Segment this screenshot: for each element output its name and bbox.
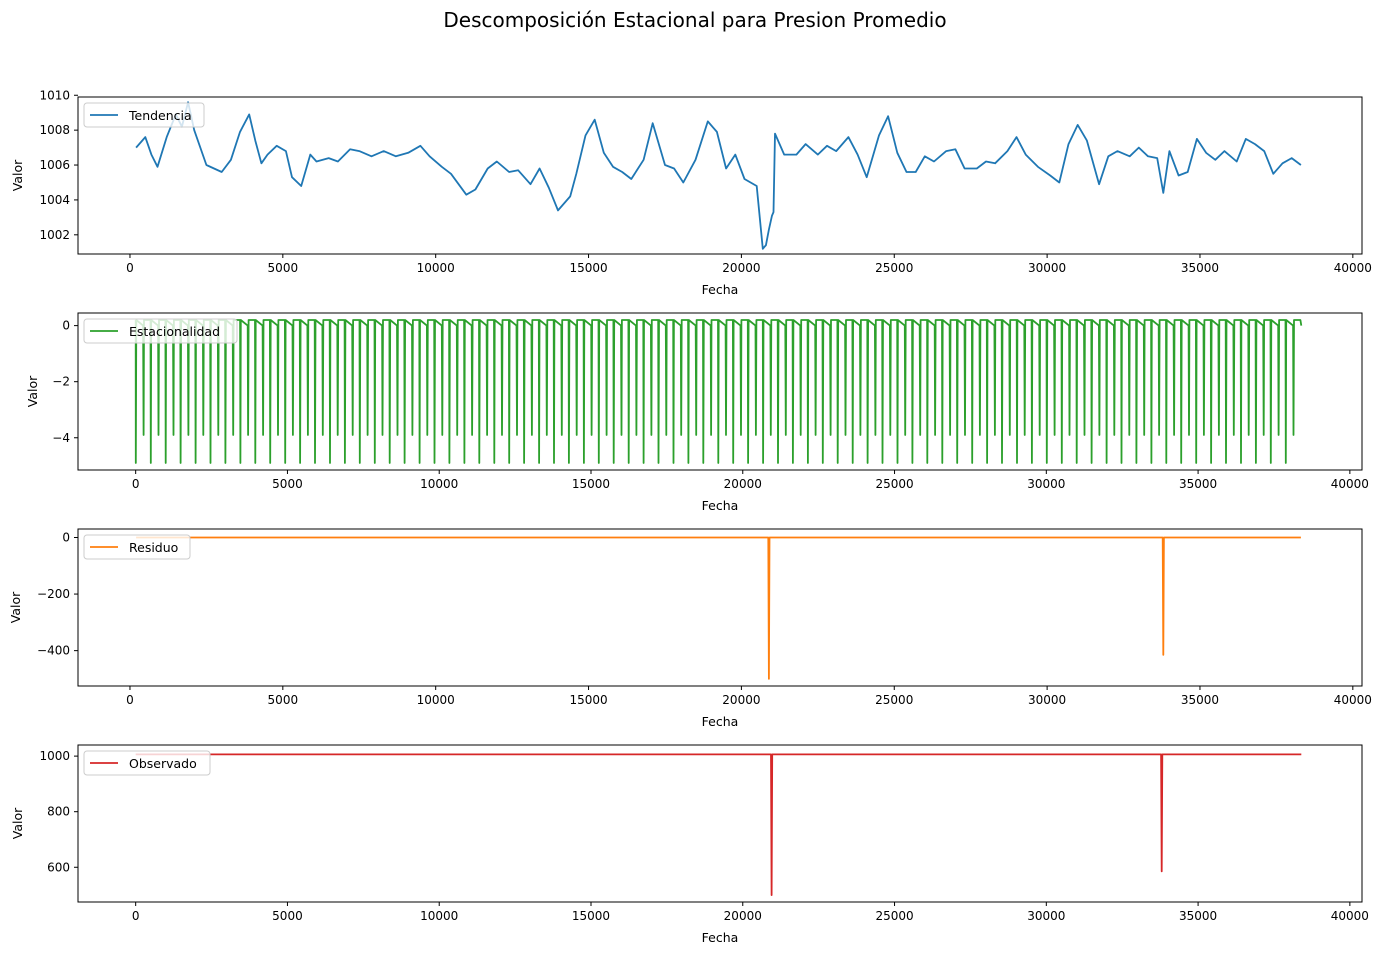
x-tick-label: 15000 xyxy=(572,909,610,923)
y-tick-label: 600 xyxy=(47,860,70,874)
y-tick-label: 1000 xyxy=(39,749,70,763)
x-tick-label: 35000 xyxy=(1181,693,1219,707)
x-tick-label: 15000 xyxy=(572,477,610,491)
x-tick-label: 5000 xyxy=(272,909,303,923)
x-tick-label: 0 xyxy=(132,477,140,491)
y-tick-label: 1010 xyxy=(39,88,70,102)
subplot-seasonal: 0 5000 10000 15000 20000 25000 30000 35000 40000… xyxy=(25,312,1369,513)
y-tick-label: −200 xyxy=(37,587,70,601)
x-tick-label: 20000 xyxy=(724,909,762,923)
x-tick-label: 20000 xyxy=(722,693,760,707)
x-tick-label: 25000 xyxy=(875,261,913,275)
y-tick-label: 1002 xyxy=(39,228,70,242)
series-line-seasonal xyxy=(134,319,1303,464)
legend: Residuo xyxy=(83,534,191,560)
y-tick-label: 1006 xyxy=(39,158,70,172)
x-tick-label: 15000 xyxy=(569,261,607,275)
legend-box xyxy=(83,534,191,560)
y-axis-label: Valor xyxy=(10,159,25,191)
x-tick-label: 0 xyxy=(132,909,140,923)
legend: Estacionalidad xyxy=(83,318,238,344)
x-tick-label: 10000 xyxy=(417,261,455,275)
y-axis-label: Valor xyxy=(25,375,40,407)
legend-label: Residuo xyxy=(129,540,178,555)
y-tick-label: 1008 xyxy=(39,123,70,137)
series-line-observed xyxy=(135,753,1302,896)
x-tick-label: 30000 xyxy=(1028,261,1066,275)
y-tick-label: 0 xyxy=(62,530,70,544)
x-tick-label: 25000 xyxy=(875,909,913,923)
subplot-trend: 0 5000 10000 15000 20000 25000 30000 35000 40000… xyxy=(10,88,1372,297)
subplot-observed: 0 5000 10000 15000 20000 25000 30000 35000 40000… xyxy=(10,744,1369,945)
x-tick-label: 40000 xyxy=(1334,261,1372,275)
axes-frame xyxy=(77,96,1363,255)
x-tick-label: 15000 xyxy=(569,693,607,707)
legend-box xyxy=(83,750,211,776)
x-tick-label: 35000 xyxy=(1181,261,1219,275)
x-tick-label: 5000 xyxy=(272,477,303,491)
series-line-trend xyxy=(135,101,1302,250)
x-tick-label: 30000 xyxy=(1028,693,1066,707)
legend-label: Observado xyxy=(129,756,197,771)
x-tick-label: 40000 xyxy=(1334,693,1372,707)
y-tick-label: −400 xyxy=(37,644,70,658)
y-tick-label: 800 xyxy=(47,805,70,819)
x-axis-label: Fecha xyxy=(702,714,739,729)
x-tick-label: 10000 xyxy=(417,693,455,707)
y-tick-label: −2 xyxy=(52,375,70,389)
axes-frame xyxy=(77,744,1363,903)
legend-label: Estacionalidad xyxy=(129,324,220,339)
y-tick-label: 0 xyxy=(62,319,70,333)
y-axis-label: Valor xyxy=(8,591,23,623)
y-tick-label: −4 xyxy=(52,431,70,445)
x-tick-label: 20000 xyxy=(724,477,762,491)
legend-label: Tendencia xyxy=(128,108,192,123)
x-tick-label: 5000 xyxy=(268,693,299,707)
x-tick-label: 40000 xyxy=(1331,477,1369,491)
axes-frame xyxy=(77,528,1363,687)
figure-title: Descomposición Estacional para Presion P… xyxy=(443,8,946,32)
x-tick-label: 35000 xyxy=(1179,909,1217,923)
x-tick-label: 25000 xyxy=(875,693,913,707)
subplot-residual: 0 5000 10000 15000 20000 25000 30000 35000 40000… xyxy=(8,528,1372,729)
legend-box xyxy=(83,318,238,344)
y-tick-label: 1004 xyxy=(39,193,70,207)
x-tick-label: 5000 xyxy=(268,261,299,275)
x-tick-label: 40000 xyxy=(1331,909,1369,923)
x-tick-label: 0 xyxy=(126,261,134,275)
series-line-residual xyxy=(136,536,1301,680)
x-axis-label: Fecha xyxy=(702,282,739,297)
axes-frame xyxy=(77,312,1363,471)
x-tick-label: 30000 xyxy=(1027,909,1065,923)
x-tick-label: 10000 xyxy=(420,477,458,491)
x-axis-label: Fecha xyxy=(702,498,739,513)
x-axis-label: Fecha xyxy=(702,930,739,945)
x-tick-label: 10000 xyxy=(420,909,458,923)
x-tick-label: 35000 xyxy=(1179,477,1217,491)
y-axis-label: Valor xyxy=(10,807,25,839)
legend: Observado xyxy=(83,750,211,776)
legend-box xyxy=(83,102,205,128)
x-tick-label: 20000 xyxy=(722,261,760,275)
x-tick-label: 30000 xyxy=(1027,477,1065,491)
x-tick-label: 0 xyxy=(126,693,134,707)
x-tick-label: 25000 xyxy=(875,477,913,491)
legend: Tendencia xyxy=(83,102,205,128)
